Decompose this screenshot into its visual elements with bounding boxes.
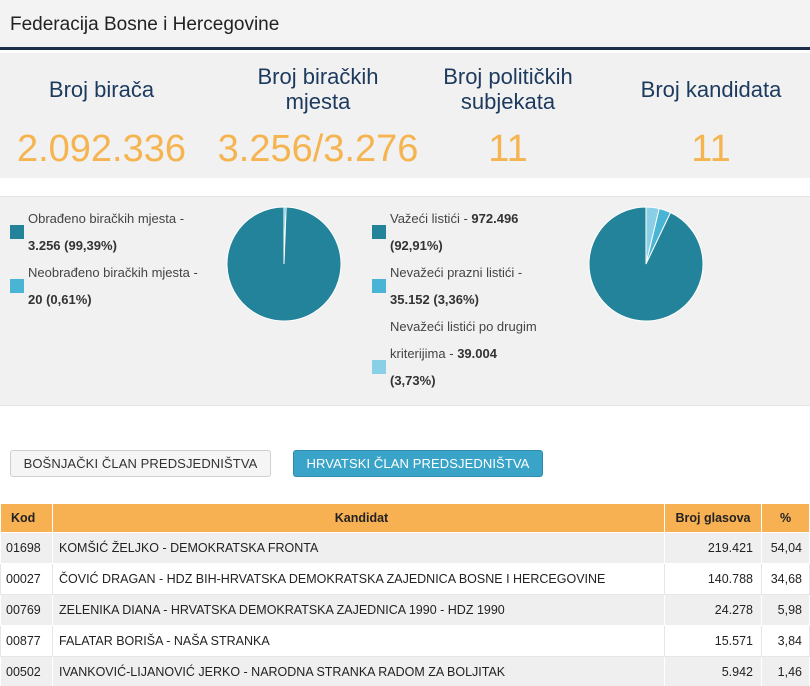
cell-code: 01698 xyxy=(0,532,53,564)
legend-value-pct: (92,91%) xyxy=(390,238,443,253)
table-row: 01698 KOMŠIĆ ŽELJKO - DEMOKRATSKA FRONTA… xyxy=(0,532,810,564)
table-row: 00502 IVANKOVIĆ-LIJANOVIĆ JERKO - NARODN… xyxy=(0,656,810,686)
column-header-code[interactable]: Kod xyxy=(0,503,53,533)
ballots-pie-chart xyxy=(588,206,704,322)
legend-item-blank: Nevažeći prazni listići - 35.152 (3,36%) xyxy=(372,259,572,313)
table-header-row: Kod Kandidat Broj glasova % xyxy=(0,503,810,533)
summary-panel: Obrađeno biračkih mjesta - 3.256 (99,39%… xyxy=(0,196,810,406)
cell-votes: 24.278 xyxy=(664,594,762,626)
legend-label: Nevažeći listići po drugim xyxy=(390,319,537,334)
pie-slice-2 xyxy=(588,206,704,322)
cell-percent: 3,84 xyxy=(761,625,810,657)
stat-candidates: Broj kandidata 11 xyxy=(620,53,802,171)
legend-label: Važeći listići - xyxy=(390,211,468,226)
legend-value: 972.496 xyxy=(471,211,519,226)
table-row: 00877 FALATAR BORIŠA - NAŠA STRANKA 15.5… xyxy=(0,625,810,657)
legend-value: 35.152 (3,36%) xyxy=(390,292,479,307)
cell-code: 00502 xyxy=(0,656,53,686)
legend-value: 3.256 (99,39%) xyxy=(28,238,117,253)
cell-candidate: KOMŠIĆ ŽELJKO - DEMOKRATSKA FRONTA xyxy=(52,532,665,564)
cell-votes: 140.788 xyxy=(664,563,762,595)
legend-item-unprocessed: Neobrađeno biračkih mjesta - 20 (0,61%) xyxy=(10,259,215,313)
stat-label: Broj političkih subjekata xyxy=(443,64,573,114)
legend-swatch xyxy=(10,279,24,293)
cell-percent: 5,98 xyxy=(761,594,810,626)
page-title: Federacija Bosne i Hercegovine xyxy=(10,14,280,35)
column-header-candidate[interactable]: Kandidat xyxy=(52,503,665,533)
legend-swatch xyxy=(372,225,386,239)
cell-code: 00027 xyxy=(0,563,53,595)
tab-croat-member[interactable]: HRVATSKI ČLAN PREDSJEDNIŠTVA xyxy=(293,450,543,477)
cell-percent: 1,46 xyxy=(761,656,810,686)
cell-code: 00877 xyxy=(0,625,53,657)
legend-label: Obrađeno biračkih mjesta - xyxy=(28,211,185,226)
stat-value: 11 xyxy=(691,128,731,170)
cell-votes: 219.421 xyxy=(664,532,762,564)
legend-label: Neobrađeno biračkih mjesta - xyxy=(28,265,198,280)
stat-voters: Broj birača 2.092.336 xyxy=(0,53,203,171)
stats-panel: Broj birača 2.092.336 Broj biračkih mjes… xyxy=(0,53,810,178)
legend-swatch xyxy=(372,279,386,293)
stations-pie-chart xyxy=(226,206,342,322)
stat-value: 11 xyxy=(488,128,528,170)
legend-label-cont: kriterijima - xyxy=(390,346,454,361)
legend-label: Nevažeći prazni listići - xyxy=(390,265,523,280)
legend-swatch xyxy=(10,225,24,239)
cell-percent: 54,04 xyxy=(761,532,810,564)
stat-label: Broj birača xyxy=(48,76,155,102)
pie-slice-1 xyxy=(226,206,342,322)
cell-candidate: FALATAR BORIŠA - NAŠA STRANKA xyxy=(52,625,665,657)
legend-item-valid: Važeći listići - 972.496 (92,91%) xyxy=(372,205,572,259)
results-table: Kod Kandidat Broj glasova % 01698 KOMŠIĆ… xyxy=(0,503,810,686)
column-header-percent[interactable]: % xyxy=(761,503,810,533)
legend-value: 39.004 xyxy=(457,346,497,361)
stat-label: Broj biračkih mjesta xyxy=(257,64,379,114)
stat-polling-stations: Broj biračkih mjesta 3.256/3.276 xyxy=(203,53,433,170)
legend-item-processed: Obrađeno biračkih mjesta - 3.256 (99,39%… xyxy=(10,205,215,259)
cell-percent: 34,68 xyxy=(761,563,810,595)
stat-value: 3.256/3.276 xyxy=(217,128,419,170)
cell-code: 00769 xyxy=(0,594,53,626)
table-row: 00769 ZELENIKA DIANA - HRVATSKA DEMOKRAT… xyxy=(0,594,810,626)
ballots-legend: Važeći listići - 972.496 (92,91%) Nevaže… xyxy=(372,205,572,394)
legend-item-other-invalid: Nevažeći listići po drugim kriterijima -… xyxy=(372,313,572,394)
cell-votes: 5.942 xyxy=(664,656,762,686)
legend-value-pct: (3,73%) xyxy=(390,373,436,388)
stat-label: Broj kandidata xyxy=(640,76,782,102)
cell-candidate: ZELENIKA DIANA - HRVATSKA DEMOKRATSKA ZA… xyxy=(52,594,665,626)
stat-political-subjects: Broj političkih subjekata 11 xyxy=(433,53,583,170)
tab-bosniak-member[interactable]: BOŠNJAČKI ČLAN PREDSJEDNIŠTVA xyxy=(10,450,271,477)
title-bar: Federacija Bosne i Hercegovine xyxy=(0,0,810,50)
column-header-votes[interactable]: Broj glasova xyxy=(664,503,762,533)
cell-votes: 15.571 xyxy=(664,625,762,657)
legend-value: 20 (0,61%) xyxy=(28,292,92,307)
cell-candidate: ČOVIĆ DRAGAN - HDZ BIH-HRVATSKA DEMOKRAT… xyxy=(52,563,665,595)
stat-value: 2.092.336 xyxy=(16,128,187,170)
stations-legend: Obrađeno biračkih mjesta - 3.256 (99,39%… xyxy=(10,205,215,313)
cell-candidate: IVANKOVIĆ-LIJANOVIĆ JERKO - NARODNA STRA… xyxy=(52,656,665,686)
legend-swatch xyxy=(372,360,386,374)
table-row: 00027 ČOVIĆ DRAGAN - HDZ BIH-HRVATSKA DE… xyxy=(0,563,810,595)
